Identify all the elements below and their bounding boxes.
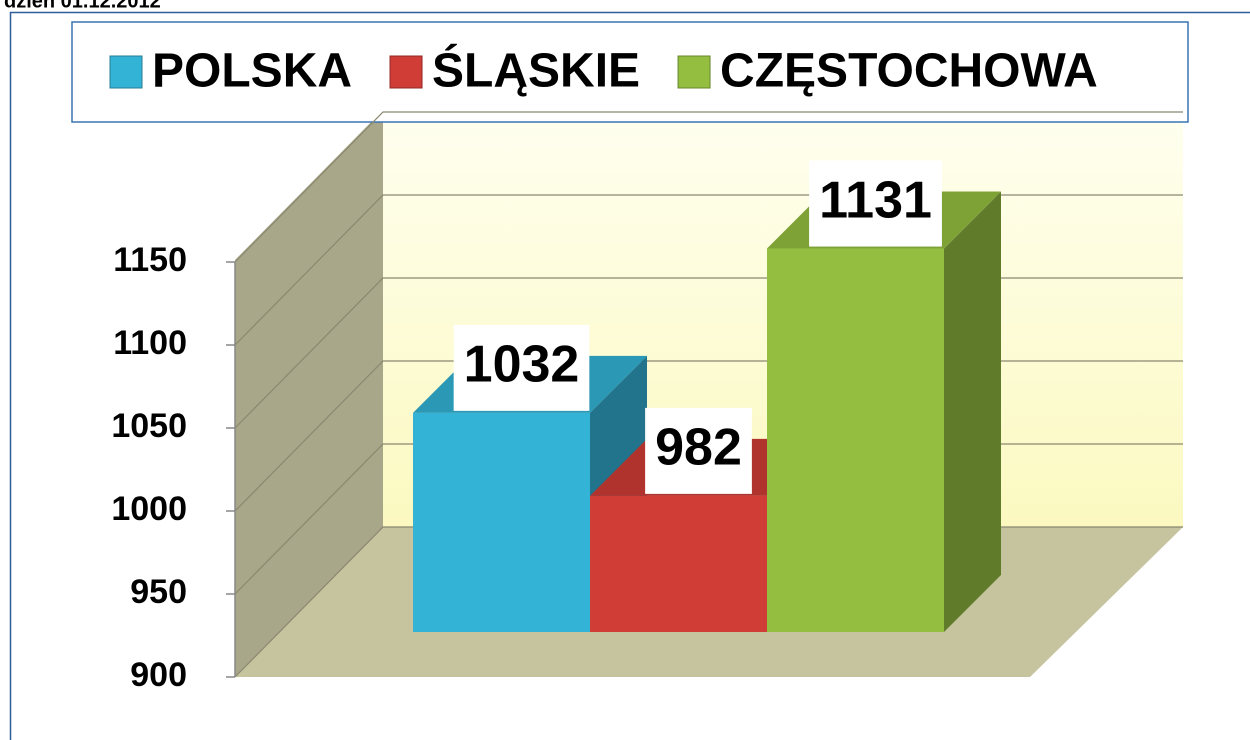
legend-label: POLSKA xyxy=(152,45,352,98)
data-label-box xyxy=(453,324,590,411)
legend-label: ŚLĄSKIE xyxy=(432,43,640,98)
legend-swatch xyxy=(677,55,711,89)
data-label: 1131 xyxy=(819,171,932,229)
legend xyxy=(71,21,1189,123)
subtitle: dzień 01.12.2012 xyxy=(4,0,161,12)
legend-label: CZĘSTOCHOWA xyxy=(720,45,1098,98)
data-label: 982 xyxy=(655,419,742,477)
y-tick-label: 1000 xyxy=(111,490,187,528)
legend-swatch xyxy=(389,55,423,89)
bar-side xyxy=(944,191,1001,633)
y-tick-label: 950 xyxy=(130,573,187,611)
side-wall xyxy=(235,110,383,677)
y-tick-label: 900 xyxy=(130,656,187,694)
bar xyxy=(413,412,590,632)
data-label-box xyxy=(645,407,752,494)
bar xyxy=(767,248,944,633)
y-tick-label: 1050 xyxy=(111,407,187,445)
data-label: 1032 xyxy=(464,336,580,394)
bar xyxy=(590,495,767,632)
frame xyxy=(9,11,1250,740)
y-tick-label: 1100 xyxy=(113,324,187,362)
grid-line xyxy=(234,111,1183,263)
data-label-box xyxy=(809,160,942,247)
y-tick-label: 1150 xyxy=(113,241,187,279)
legend-swatch xyxy=(109,55,143,89)
